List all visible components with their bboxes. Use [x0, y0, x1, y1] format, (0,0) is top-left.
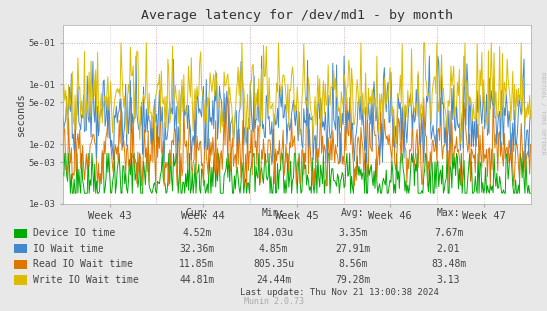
Text: Avg:: Avg:: [341, 208, 364, 218]
Text: 83.48m: 83.48m: [431, 259, 466, 269]
Text: 4.85m: 4.85m: [259, 244, 288, 254]
Text: 27.91m: 27.91m: [335, 244, 370, 254]
Title: Average latency for /dev/md1 - by month: Average latency for /dev/md1 - by month: [141, 9, 453, 22]
Text: 24.44m: 24.44m: [256, 275, 291, 285]
Text: 2.01: 2.01: [437, 244, 460, 254]
Text: 8.56m: 8.56m: [338, 259, 368, 269]
Text: Cur:: Cur:: [185, 208, 208, 218]
Text: 4.52m: 4.52m: [182, 228, 212, 238]
Text: Last update: Thu Nov 21 13:00:38 2024: Last update: Thu Nov 21 13:00:38 2024: [240, 289, 439, 297]
Text: Device IO time: Device IO time: [33, 228, 115, 238]
Text: 32.36m: 32.36m: [179, 244, 214, 254]
Y-axis label: seconds: seconds: [16, 92, 26, 136]
Text: 11.85m: 11.85m: [179, 259, 214, 269]
Text: 3.13: 3.13: [437, 275, 460, 285]
Text: 3.35m: 3.35m: [338, 228, 368, 238]
Text: 44.81m: 44.81m: [179, 275, 214, 285]
Text: IO Wait time: IO Wait time: [33, 244, 103, 254]
Text: Min:: Min:: [262, 208, 285, 218]
Text: Max:: Max:: [437, 208, 460, 218]
Text: RRDTOOL / TOBI OETIKER: RRDTOOL / TOBI OETIKER: [541, 72, 546, 155]
Text: Munin 2.0.73: Munin 2.0.73: [243, 297, 304, 306]
Text: 805.35u: 805.35u: [253, 259, 294, 269]
Text: 79.28m: 79.28m: [335, 275, 370, 285]
Text: 184.03u: 184.03u: [253, 228, 294, 238]
Text: 7.67m: 7.67m: [434, 228, 463, 238]
Text: Read IO Wait time: Read IO Wait time: [33, 259, 133, 269]
Text: Write IO Wait time: Write IO Wait time: [33, 275, 138, 285]
